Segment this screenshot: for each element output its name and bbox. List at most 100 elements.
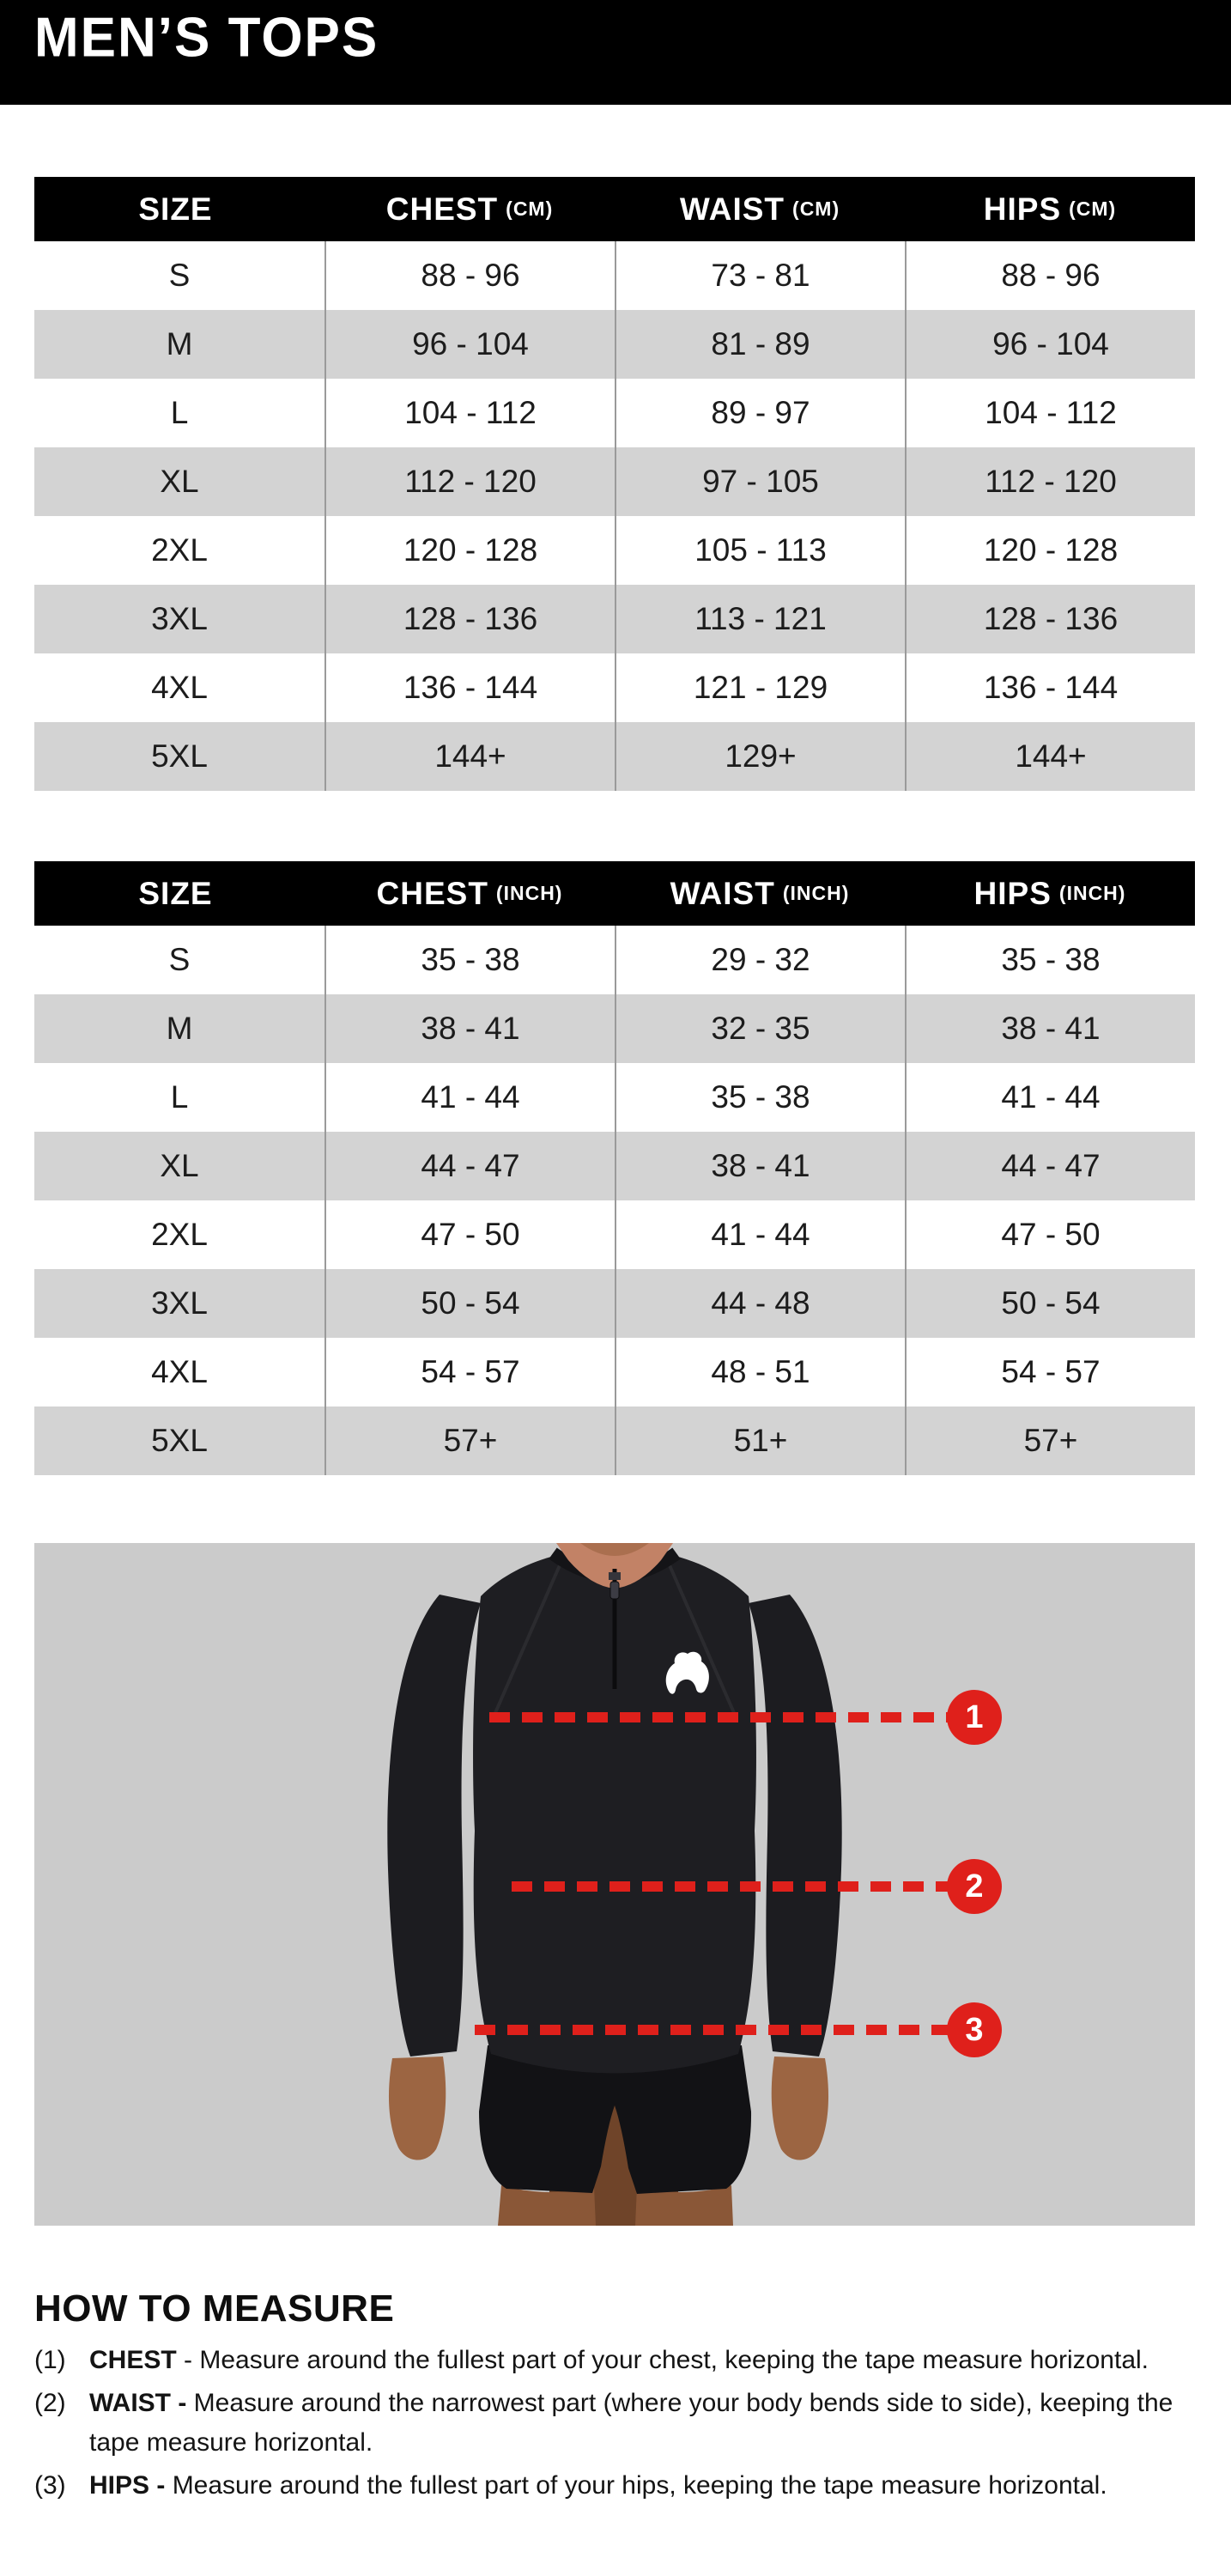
chest-cell: 136 - 144 bbox=[324, 653, 615, 722]
chest-cell: 144+ bbox=[324, 722, 615, 791]
left-hand bbox=[388, 2057, 446, 2160]
model-photo: 1 2 3 bbox=[34, 1543, 1195, 2226]
hips-cell: 41 - 44 bbox=[905, 1063, 1195, 1132]
chest-cell: 112 - 120 bbox=[324, 447, 615, 516]
waist-cell: 105 - 113 bbox=[615, 516, 905, 585]
hips-measure-line bbox=[475, 2025, 975, 2035]
table-row: M 96 - 104 81 - 89 96 - 104 bbox=[34, 310, 1195, 379]
size-cell: L bbox=[170, 395, 189, 430]
right-leg bbox=[635, 2185, 733, 2226]
size-cell: 2XL bbox=[151, 532, 208, 568]
header-cell-chest: CHEST (INCH) bbox=[376, 875, 563, 911]
size-cell: 3XL bbox=[151, 1285, 208, 1321]
item-number: (3) bbox=[34, 2471, 66, 2500]
size-cell: 5XL bbox=[151, 738, 208, 774]
measure-badge-chest: 1 bbox=[947, 1690, 1002, 1745]
header-cell-waist: WAIST (INCH) bbox=[670, 875, 850, 911]
page-title: MEN’S TOPS bbox=[34, 7, 379, 70]
measure-badge-waist: 2 bbox=[947, 1859, 1002, 1914]
table-row: L 41 - 44 35 - 38 41 - 44 bbox=[34, 1063, 1195, 1132]
header-cell-hips: HIPS (INCH) bbox=[973, 875, 1126, 911]
table-row: XL 112 - 120 97 - 105 112 - 120 bbox=[34, 447, 1195, 516]
left-sleeve bbox=[387, 1595, 481, 2057]
table-row: S 88 - 96 73 - 81 88 - 96 bbox=[34, 241, 1195, 310]
header-cell-waist: WAIST (CM) bbox=[679, 191, 840, 227]
table-row: L 104 - 112 89 - 97 104 - 112 bbox=[34, 379, 1195, 447]
hips-cell: 38 - 41 bbox=[905, 994, 1195, 1063]
waist-cell: 32 - 35 bbox=[615, 994, 905, 1063]
hips-cell: 54 - 57 bbox=[905, 1338, 1195, 1406]
size-cell: XL bbox=[160, 1148, 199, 1183]
size-cell: XL bbox=[160, 464, 199, 499]
hips-cell: 88 - 96 bbox=[905, 241, 1195, 310]
chest-cell: 128 - 136 bbox=[324, 585, 615, 653]
chest-cell: 44 - 47 bbox=[324, 1132, 615, 1200]
waist-cell: 38 - 41 bbox=[615, 1132, 905, 1200]
waist-cell: 48 - 51 bbox=[615, 1338, 905, 1406]
size-cell: 4XL bbox=[151, 670, 208, 705]
table-row: XL 44 - 47 38 - 41 44 - 47 bbox=[34, 1132, 1195, 1200]
size-cell: M bbox=[166, 326, 193, 361]
table-row: 4XL 136 - 144 121 - 129 136 - 144 bbox=[34, 653, 1195, 722]
how-to-measure-section: HOW TO MEASURE (1) CHEST - Measure aroun… bbox=[34, 2287, 1195, 2509]
hips-cell: 50 - 54 bbox=[905, 1269, 1195, 1338]
hips-cell: 35 - 38 bbox=[905, 926, 1195, 994]
gorilla-logo-icon bbox=[665, 1651, 709, 1694]
waist-cell: 89 - 97 bbox=[615, 379, 905, 447]
hips-cell: 104 - 112 bbox=[905, 379, 1195, 447]
measure-badge-hips: 3 bbox=[947, 2002, 1002, 2057]
hips-cell: 44 - 47 bbox=[905, 1132, 1195, 1200]
size-table-inch: SIZE CHEST (INCH) WAIST (INCH) HIPS (INCH) … bbox=[34, 861, 1195, 1475]
item-number: (1) bbox=[34, 2346, 66, 2374]
waist-cell: 121 - 129 bbox=[615, 653, 905, 722]
hips-cell: 57+ bbox=[905, 1406, 1195, 1475]
item-number: (2) bbox=[34, 2389, 66, 2417]
measure-item-waist: (2) WAIST - Measure around the narrowest… bbox=[34, 2384, 1195, 2463]
table-row: 4XL 54 - 57 48 - 51 54 - 57 bbox=[34, 1338, 1195, 1406]
hips-cell: 128 - 136 bbox=[905, 585, 1195, 653]
measure-item-hips: (3) HIPS - Measure around the fullest pa… bbox=[34, 2466, 1195, 2506]
size-table-cm: SIZE CHEST (CM) WAIST (CM) HIPS (CM) S 88 - … bbox=[34, 177, 1195, 791]
neck bbox=[556, 1543, 673, 1589]
chest-cell: 57+ bbox=[324, 1406, 615, 1475]
chest-cell: 104 - 112 bbox=[324, 379, 615, 447]
waist-cell: 44 - 48 bbox=[615, 1269, 905, 1338]
chest-cell: 47 - 50 bbox=[324, 1200, 615, 1269]
left-leg bbox=[498, 2185, 596, 2226]
table-row: 3XL 50 - 54 44 - 48 50 - 54 bbox=[34, 1269, 1195, 1338]
waist-cell: 41 - 44 bbox=[615, 1200, 905, 1269]
item-text: WAIST - Measure around the narrowest par… bbox=[89, 2389, 1173, 2457]
top-banner: MEN’S TOPS bbox=[0, 0, 1231, 105]
chest-cell: 50 - 54 bbox=[324, 1269, 615, 1338]
header-cell-hips: HIPS (CM) bbox=[983, 191, 1117, 227]
waist-cell: 73 - 81 bbox=[615, 241, 905, 310]
size-cell: M bbox=[166, 1011, 193, 1046]
size-cell: 3XL bbox=[151, 601, 208, 636]
table-row: M 38 - 41 32 - 35 38 - 41 bbox=[34, 994, 1195, 1063]
header-cell-size: SIZE bbox=[138, 875, 213, 911]
hips-cell: 120 - 128 bbox=[905, 516, 1195, 585]
chest-cell: 96 - 104 bbox=[324, 310, 615, 379]
header-cell-chest: CHEST (CM) bbox=[385, 191, 554, 227]
size-cell: S bbox=[168, 258, 191, 293]
chest-cell: 38 - 41 bbox=[324, 994, 615, 1063]
hips-cell: 136 - 144 bbox=[905, 653, 1195, 722]
size-cell: S bbox=[168, 942, 191, 977]
table-row: 2XL 47 - 50 41 - 44 47 - 50 bbox=[34, 1200, 1195, 1269]
item-text: HIPS - Measure around the fullest part o… bbox=[89, 2471, 1107, 2500]
table-row: 5XL 57+ 51+ 57+ bbox=[34, 1406, 1195, 1475]
waist-cell: 129+ bbox=[615, 722, 905, 791]
hips-cell: 144+ bbox=[905, 722, 1195, 791]
shorts bbox=[479, 2045, 752, 2194]
size-cell: L bbox=[170, 1079, 189, 1115]
table-row: S 35 - 38 29 - 32 35 - 38 bbox=[34, 926, 1195, 994]
item-text: CHEST - Measure around the fullest part … bbox=[89, 2346, 1149, 2374]
waist-cell: 51+ bbox=[615, 1406, 905, 1475]
chest-cell: 120 - 128 bbox=[324, 516, 615, 585]
size-cell: 2XL bbox=[151, 1217, 208, 1252]
chest-cell: 41 - 44 bbox=[324, 1063, 615, 1132]
chest-cell: 88 - 96 bbox=[324, 241, 615, 310]
waist-measure-line bbox=[512, 1881, 975, 1892]
measure-item-chest: (1) CHEST - Measure around the fullest p… bbox=[34, 2341, 1195, 2380]
header-cell-size: SIZE bbox=[138, 191, 213, 227]
